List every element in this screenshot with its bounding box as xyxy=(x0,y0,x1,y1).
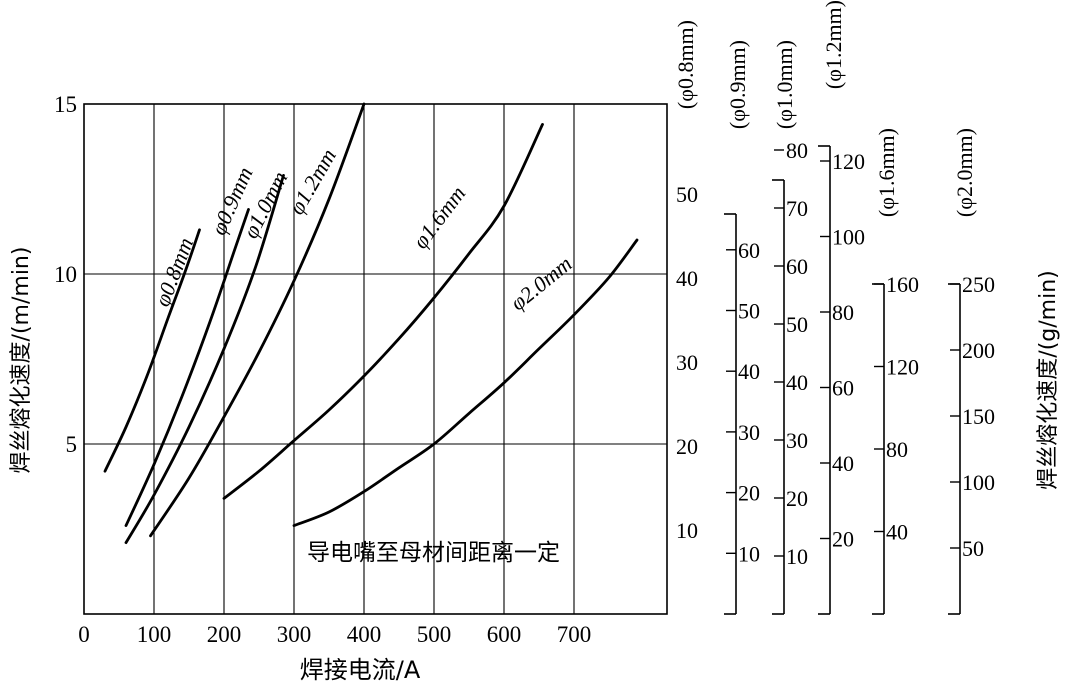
right-axis-tick-label: 30 xyxy=(786,428,808,453)
tick-layer: 0 100 200 300 400 500 600 700 5 10 15 xyxy=(54,92,591,647)
x-tick-label: 700 xyxy=(557,622,592,647)
x-tick-label: 400 xyxy=(347,622,382,647)
series-line-1-6 xyxy=(222,123,544,500)
right-axis-tick-label: 50 xyxy=(676,182,698,207)
right-axis-tick-label: 10 xyxy=(676,518,698,543)
x-tick-label: 200 xyxy=(207,622,242,647)
x-tick-label: 100 xyxy=(137,622,172,647)
y-tick-label: 5 xyxy=(66,432,78,457)
right-axis-tick-label: 10 xyxy=(738,541,760,566)
right-axis-tick-label: 10 xyxy=(786,544,808,569)
right-axis-tick-label: 160 xyxy=(886,272,919,297)
right-axis-tick-label: 70 xyxy=(786,196,808,221)
x-tick-label: 600 xyxy=(487,622,522,647)
right-axis-name: (φ0.9mm) xyxy=(725,40,750,129)
right-axis-0-9: 10 20 30 40 50 60 (φ0.9mm) xyxy=(724,40,760,615)
right-axis-tick-label: 50 xyxy=(786,312,808,337)
right-axis-tick-label: 50 xyxy=(738,299,760,324)
right-axis-1-6: 40 80 120 160 (φ1.6mm) xyxy=(872,128,919,615)
series-line-2-0 xyxy=(292,238,639,527)
series-line-1-0 xyxy=(124,174,285,544)
y-axis-label-right: 焊丝熔化速度/(g/min) xyxy=(1036,270,1061,489)
x-axis-label: 焊接电流/A xyxy=(300,656,421,684)
right-axis-tick-label: 50 xyxy=(962,536,984,561)
series-label-1-6: φ1.6mm xyxy=(408,181,471,253)
series-label-1-2: φ1.2mm xyxy=(284,144,341,218)
right-axis-tick-label: 100 xyxy=(962,470,995,495)
right-axis-tick-label: 100 xyxy=(832,225,865,250)
right-axis-tick-label: 20 xyxy=(676,434,698,459)
right-axis-tick-label: 30 xyxy=(676,350,698,375)
series-line-0-8 xyxy=(103,228,201,473)
right-axis-tick-label: 20 xyxy=(832,527,854,552)
right-axis-tick-label: 20 xyxy=(738,481,760,506)
right-axis-name: (φ2.0mm) xyxy=(952,128,977,217)
right-axes-layer: 1020304050(φ0.8mm)102030405060(φ0.9mm)10… xyxy=(673,0,995,615)
right-axis-tick-label: 60 xyxy=(786,254,808,279)
y-axis-label-left: 焊丝熔化速度/(m/min) xyxy=(9,247,34,474)
series-line-1-2 xyxy=(149,102,366,538)
series-label-2-0: φ2.0mm xyxy=(505,251,576,315)
right-axis-tick-label: 200 xyxy=(962,338,995,363)
x-tick-label: 300 xyxy=(277,622,312,647)
x-tick-label: 500 xyxy=(417,622,452,647)
x-tick-label: 0 xyxy=(78,622,90,647)
right-axis-tick-label: 40 xyxy=(738,359,760,384)
right-axis-2-0: 50 100 150 200 250 (φ2.0mm) xyxy=(948,128,995,615)
right-axis-tick-label: 80 xyxy=(786,138,808,163)
right-axis-tick-label: 40 xyxy=(886,520,908,545)
right-axis-1-0: 10 20 30 40 50 60 70 80 (φ1.0mm) xyxy=(772,40,808,615)
right-axis-name: (φ0.8mm) xyxy=(673,20,698,109)
grid-layer xyxy=(84,104,667,614)
right-axis-tick-label: 120 xyxy=(832,149,865,174)
right-axis-tick-label: 80 xyxy=(886,437,908,462)
right-axis-1-2: 20 40 60 80 100 120 (φ1.2mm) xyxy=(818,0,865,615)
series-line-0-9 xyxy=(124,208,250,527)
y-tick-label: 10 xyxy=(54,262,77,287)
right-axis-tick-label: 150 xyxy=(962,404,995,429)
right-axis-tick-label: 120 xyxy=(886,355,919,380)
right-axis-name: (φ1.2mm) xyxy=(821,0,846,89)
right-axis-tick-label: 60 xyxy=(738,238,760,263)
plot-frame xyxy=(83,103,668,615)
right-axis-tick-label: 20 xyxy=(786,486,808,511)
right-axis-tick-label: 40 xyxy=(786,370,808,395)
right-axis-name: (φ1.0mm) xyxy=(772,40,797,129)
right-axis-tick-label: 30 xyxy=(738,420,760,445)
right-axis-0-8: 10 20 30 40 50 (φ0.8mm) xyxy=(673,20,698,543)
right-axis-tick-label: 80 xyxy=(832,300,854,325)
right-axis-tick-label: 40 xyxy=(676,266,698,291)
right-axis-tick-label: 250 xyxy=(962,272,995,297)
y-tick-label: 15 xyxy=(54,92,77,117)
series-label-0-8: φ0.8mm xyxy=(149,234,198,310)
annotation-text: 导电嘴至母材间距离一定 xyxy=(307,540,560,566)
right-axis-tick-label: 60 xyxy=(832,376,854,401)
right-axis-name: (φ1.6mm) xyxy=(874,128,899,217)
right-axis-tick-label: 40 xyxy=(832,451,854,476)
